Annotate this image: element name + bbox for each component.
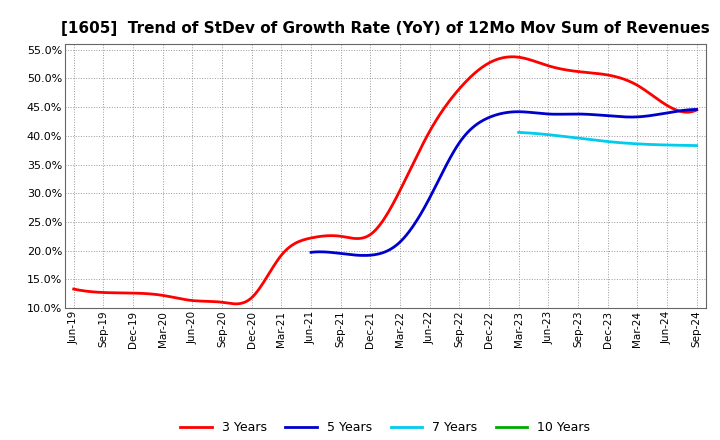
Legend: 3 Years, 5 Years, 7 Years, 10 Years: 3 Years, 5 Years, 7 Years, 10 Years xyxy=(176,416,595,439)
Title: [1605]  Trend of StDev of Growth Rate (YoY) of 12Mo Mov Sum of Revenues: [1605] Trend of StDev of Growth Rate (Yo… xyxy=(60,21,710,36)
